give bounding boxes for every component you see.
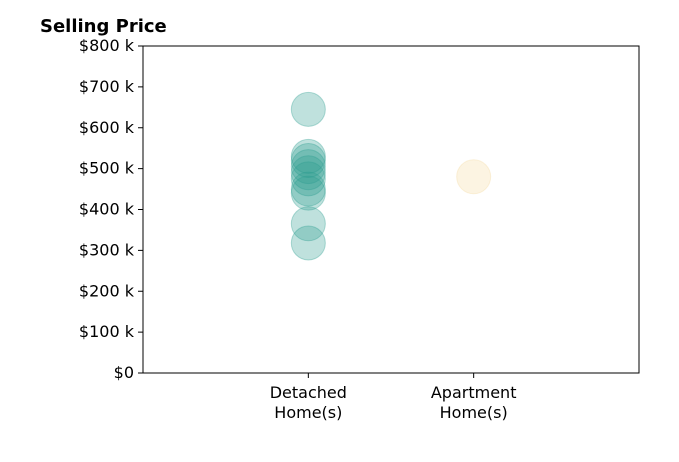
y-tick-label: $400 k: [79, 200, 135, 219]
y-tick-label: $200 k: [79, 281, 135, 300]
y-axis: $0 $100 k $200 k $300 k $400 k $500 k $600 k $7…: [79, 36, 143, 382]
data-point: [290, 138, 326, 174]
data-point: [290, 155, 326, 191]
data-point: [456, 159, 492, 195]
x-tick-label: Detached Home(s): [270, 383, 347, 422]
y-tick-label: $500 k: [79, 159, 135, 178]
y-tick-label: $0: [114, 363, 134, 382]
data-points: [290, 91, 492, 261]
data-point: [290, 171, 326, 207]
x-tick-label: Apartment Home(s): [431, 383, 517, 422]
y-tick-label: $700 k: [79, 77, 135, 96]
chart-title: Selling Price: [40, 16, 167, 37]
y-tick-label: $800 k: [79, 36, 135, 55]
data-point: [290, 175, 326, 211]
data-point: [290, 142, 326, 178]
data-point: [290, 161, 326, 197]
y-tick-label: $600 k: [79, 118, 135, 137]
y-tick-label: $300 k: [79, 240, 135, 259]
data-point: [290, 149, 326, 185]
plot-area-frame: [142, 45, 640, 374]
y-tick-label: $100 k: [79, 322, 135, 341]
data-point: [290, 91, 326, 127]
data-point: [290, 225, 326, 261]
data-point: [290, 206, 326, 242]
x-axis: Detached Home(s) Apartment Home(s): [270, 373, 517, 422]
